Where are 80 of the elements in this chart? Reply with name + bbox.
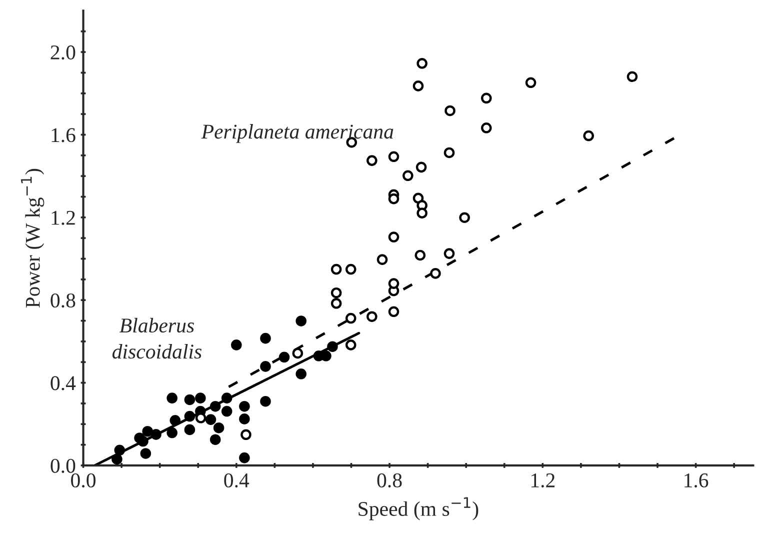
point: [345, 340, 356, 350]
point: [376, 254, 388, 265]
point: [416, 58, 428, 69]
x-tick-label: 0.0: [71, 473, 96, 488]
point: [150, 429, 162, 440]
point: [388, 193, 400, 204]
point: [231, 340, 242, 350]
point: [170, 415, 181, 426]
point: [388, 151, 400, 162]
point: [444, 147, 455, 158]
point: [260, 396, 271, 407]
point: [292, 348, 304, 359]
point: [142, 426, 153, 437]
point: [213, 422, 224, 434]
point: [114, 444, 126, 456]
annotation: Periplaneta americana: [201, 124, 394, 143]
x-axis-title: Speed (m s$^{−1}$): [358, 497, 478, 520]
point: [278, 352, 290, 363]
point: [210, 434, 221, 446]
point: [112, 454, 122, 465]
point: [330, 264, 342, 275]
point: [239, 400, 250, 412]
point: [296, 316, 306, 326]
point: [388, 306, 400, 318]
point: [166, 392, 178, 404]
point: [480, 92, 492, 104]
point: [221, 406, 232, 417]
point: [260, 332, 271, 344]
x-tick-label: 0.8: [377, 473, 402, 488]
point: [525, 77, 536, 88]
point: [140, 448, 152, 459]
point: [166, 427, 178, 438]
point: [260, 361, 271, 372]
y-axis-title: Power (W kg$^{−1}$): [21, 168, 44, 308]
point: [296, 368, 306, 380]
annotation: Blaberus discoidalis: [112, 318, 202, 359]
y-tick-label: 0.4: [50, 376, 76, 390]
point: [414, 250, 426, 261]
point: [388, 278, 400, 289]
x-tick-label: 0.4: [224, 473, 250, 488]
point: [412, 80, 424, 92]
point: [626, 71, 638, 82]
point: [345, 312, 356, 324]
point: [416, 162, 427, 173]
point: [184, 424, 196, 436]
point: [205, 414, 216, 425]
point: [388, 232, 400, 242]
point: [239, 414, 250, 424]
point: [327, 341, 338, 352]
point: [239, 452, 250, 464]
point: [138, 436, 148, 447]
point: [412, 192, 424, 204]
point: [444, 248, 455, 259]
point: [184, 410, 196, 422]
y-tick-label: 0.0: [50, 458, 76, 473]
y-tick-label: 2.0: [50, 45, 76, 60]
point: [416, 208, 428, 218]
point: [480, 122, 492, 134]
point: [345, 264, 356, 275]
point: [366, 155, 378, 166]
point: [195, 392, 206, 404]
point: [459, 212, 470, 223]
x-tick-label: 1.6: [684, 473, 708, 488]
point: [195, 412, 206, 424]
point: [184, 394, 196, 406]
y-tick-label: 1.2: [52, 210, 75, 225]
point: [402, 170, 414, 182]
point: [366, 311, 378, 322]
point: [210, 400, 221, 412]
point: [583, 130, 594, 142]
y-tick-label: 0.8: [50, 293, 76, 308]
y-tick-label: 1.6: [52, 128, 76, 142]
point: [330, 298, 342, 309]
point: [320, 350, 332, 362]
point: [240, 429, 252, 440]
point: [430, 268, 441, 279]
point: [444, 105, 456, 116]
point: [330, 287, 342, 298]
point: [221, 392, 232, 404]
x-tick-label: 1.2: [531, 473, 555, 488]
